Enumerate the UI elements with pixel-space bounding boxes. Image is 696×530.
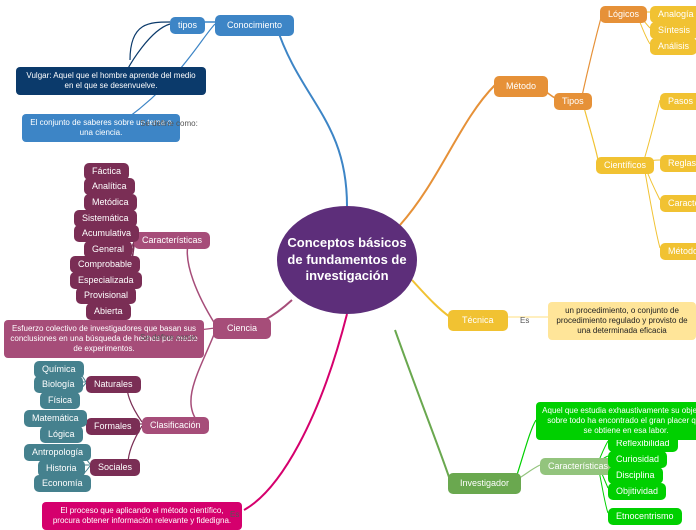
node-abierta: Abierta [86,303,131,320]
node-discip: Disciplina [608,467,663,484]
node-naturales: Naturales [86,376,141,393]
connector [395,330,450,480]
node-caraccien: Características [134,232,210,249]
node-metodo2: Método [660,243,696,260]
node-tecnica: Técnica [448,310,508,331]
node-caracmet: Características [660,195,696,212]
node-etnocen: Etnocentrismo [608,508,682,525]
node-provis: Provisional [76,287,136,304]
node-metodo: Método [494,76,548,97]
edge-label-3: Es [230,510,239,519]
node-curios: Curiosidad [608,451,667,468]
connector [130,22,170,60]
node-fisica: Física [40,392,80,409]
node-ciencia: Ciencia [213,318,271,339]
node-acumul: Acumulativa [74,225,139,242]
node-comprob: Comprobable [70,256,140,273]
node-sociales: Sociales [90,459,140,476]
node-analisis: Análisis [650,38,696,55]
definition-0: Vulgar: Aquel que el hombre aprende del … [16,67,206,95]
node-clasif: Clasificación [142,417,209,434]
node-tipos_con: tipos [170,17,205,34]
node-analogia: Analogía [650,6,696,23]
definition-3: un procedimiento, o conjunto de procedim… [548,302,696,340]
edge-label-1: Se define como: [140,333,198,342]
node-logica: Lógica [40,426,83,443]
node-objeti: Objitividad [608,483,666,500]
node-reglas: Reglas [660,155,696,172]
connector [276,25,347,206]
definition-5: El proceso que aplicando el método cient… [42,502,242,530]
node-antrop: Antropología [24,444,91,461]
node-sintesis: Síntesis [650,22,696,39]
node-metodica: Metódica [84,194,137,211]
node-pasos: Pasos [660,93,696,110]
node-matem: Matemática [24,410,87,427]
edge-label-2: Es [520,316,529,325]
node-logicos: Lógicos [600,6,647,23]
node-econom: Economía [34,475,91,492]
definition-4: Aquel que estudia exhaustivamente su obj… [536,402,696,440]
connector [400,85,495,225]
center-node: Conceptos básicos de fundamentos de inve… [277,206,417,314]
node-cientificos: Científicos [596,157,654,174]
node-conocimiento: Conocimiento [215,15,294,36]
connector [516,420,536,478]
connector [644,166,660,248]
connector [582,14,602,96]
connector [412,280,450,317]
node-tipos_met: Tipos [554,93,592,110]
node-biologia: Biología [34,376,83,393]
node-caracinv: Características [540,458,616,475]
connector [187,238,215,324]
edge-label-0: Se define como: [140,119,198,128]
connector [244,314,347,510]
node-analitica: Analítica [84,178,135,195]
node-formales: Formales [86,418,140,435]
node-investigador: Investigador [448,473,521,494]
connector [644,100,660,160]
